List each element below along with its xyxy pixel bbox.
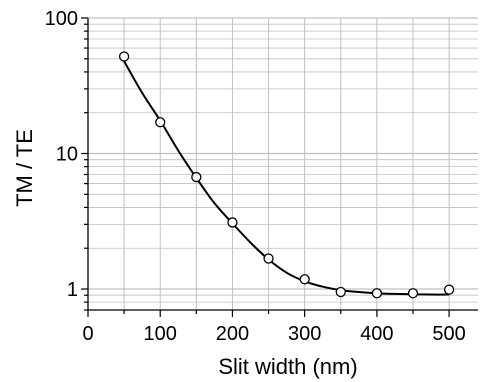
- data-point: [191, 171, 202, 183]
- x-tick-label: 300: [288, 323, 321, 345]
- data-point: [155, 117, 166, 128]
- fit-curve: [123, 60, 450, 296]
- data-point: [118, 51, 130, 62]
- axes-layer: [81, 17, 478, 317]
- series-layer: [118, 51, 455, 299]
- y-axis-title: TM / TE: [12, 129, 37, 207]
- y-tick-label: 1: [67, 279, 78, 301]
- x-tick-label: 100: [144, 323, 177, 345]
- grid-layer: [88, 17, 478, 311]
- x-tick-label: 400: [360, 323, 393, 345]
- x-tick-label: 500: [432, 323, 465, 345]
- tick-label-layer: 0 100 200 300 400 500 1 10 100: [45, 8, 466, 345]
- x-tick-label: 0: [82, 323, 93, 345]
- data-point: [407, 288, 419, 299]
- data-point: [263, 253, 274, 264]
- y-tick-label: 100: [45, 8, 78, 30]
- x-tick-label: 200: [216, 323, 249, 345]
- data-point: [371, 288, 383, 299]
- data-point: [299, 274, 310, 285]
- data-point: [443, 284, 455, 295]
- y-tick-label: 10: [56, 144, 78, 166]
- data-point: [227, 217, 238, 228]
- data-point: [335, 286, 346, 298]
- x-axis-title: Slit width (nm): [218, 354, 357, 379]
